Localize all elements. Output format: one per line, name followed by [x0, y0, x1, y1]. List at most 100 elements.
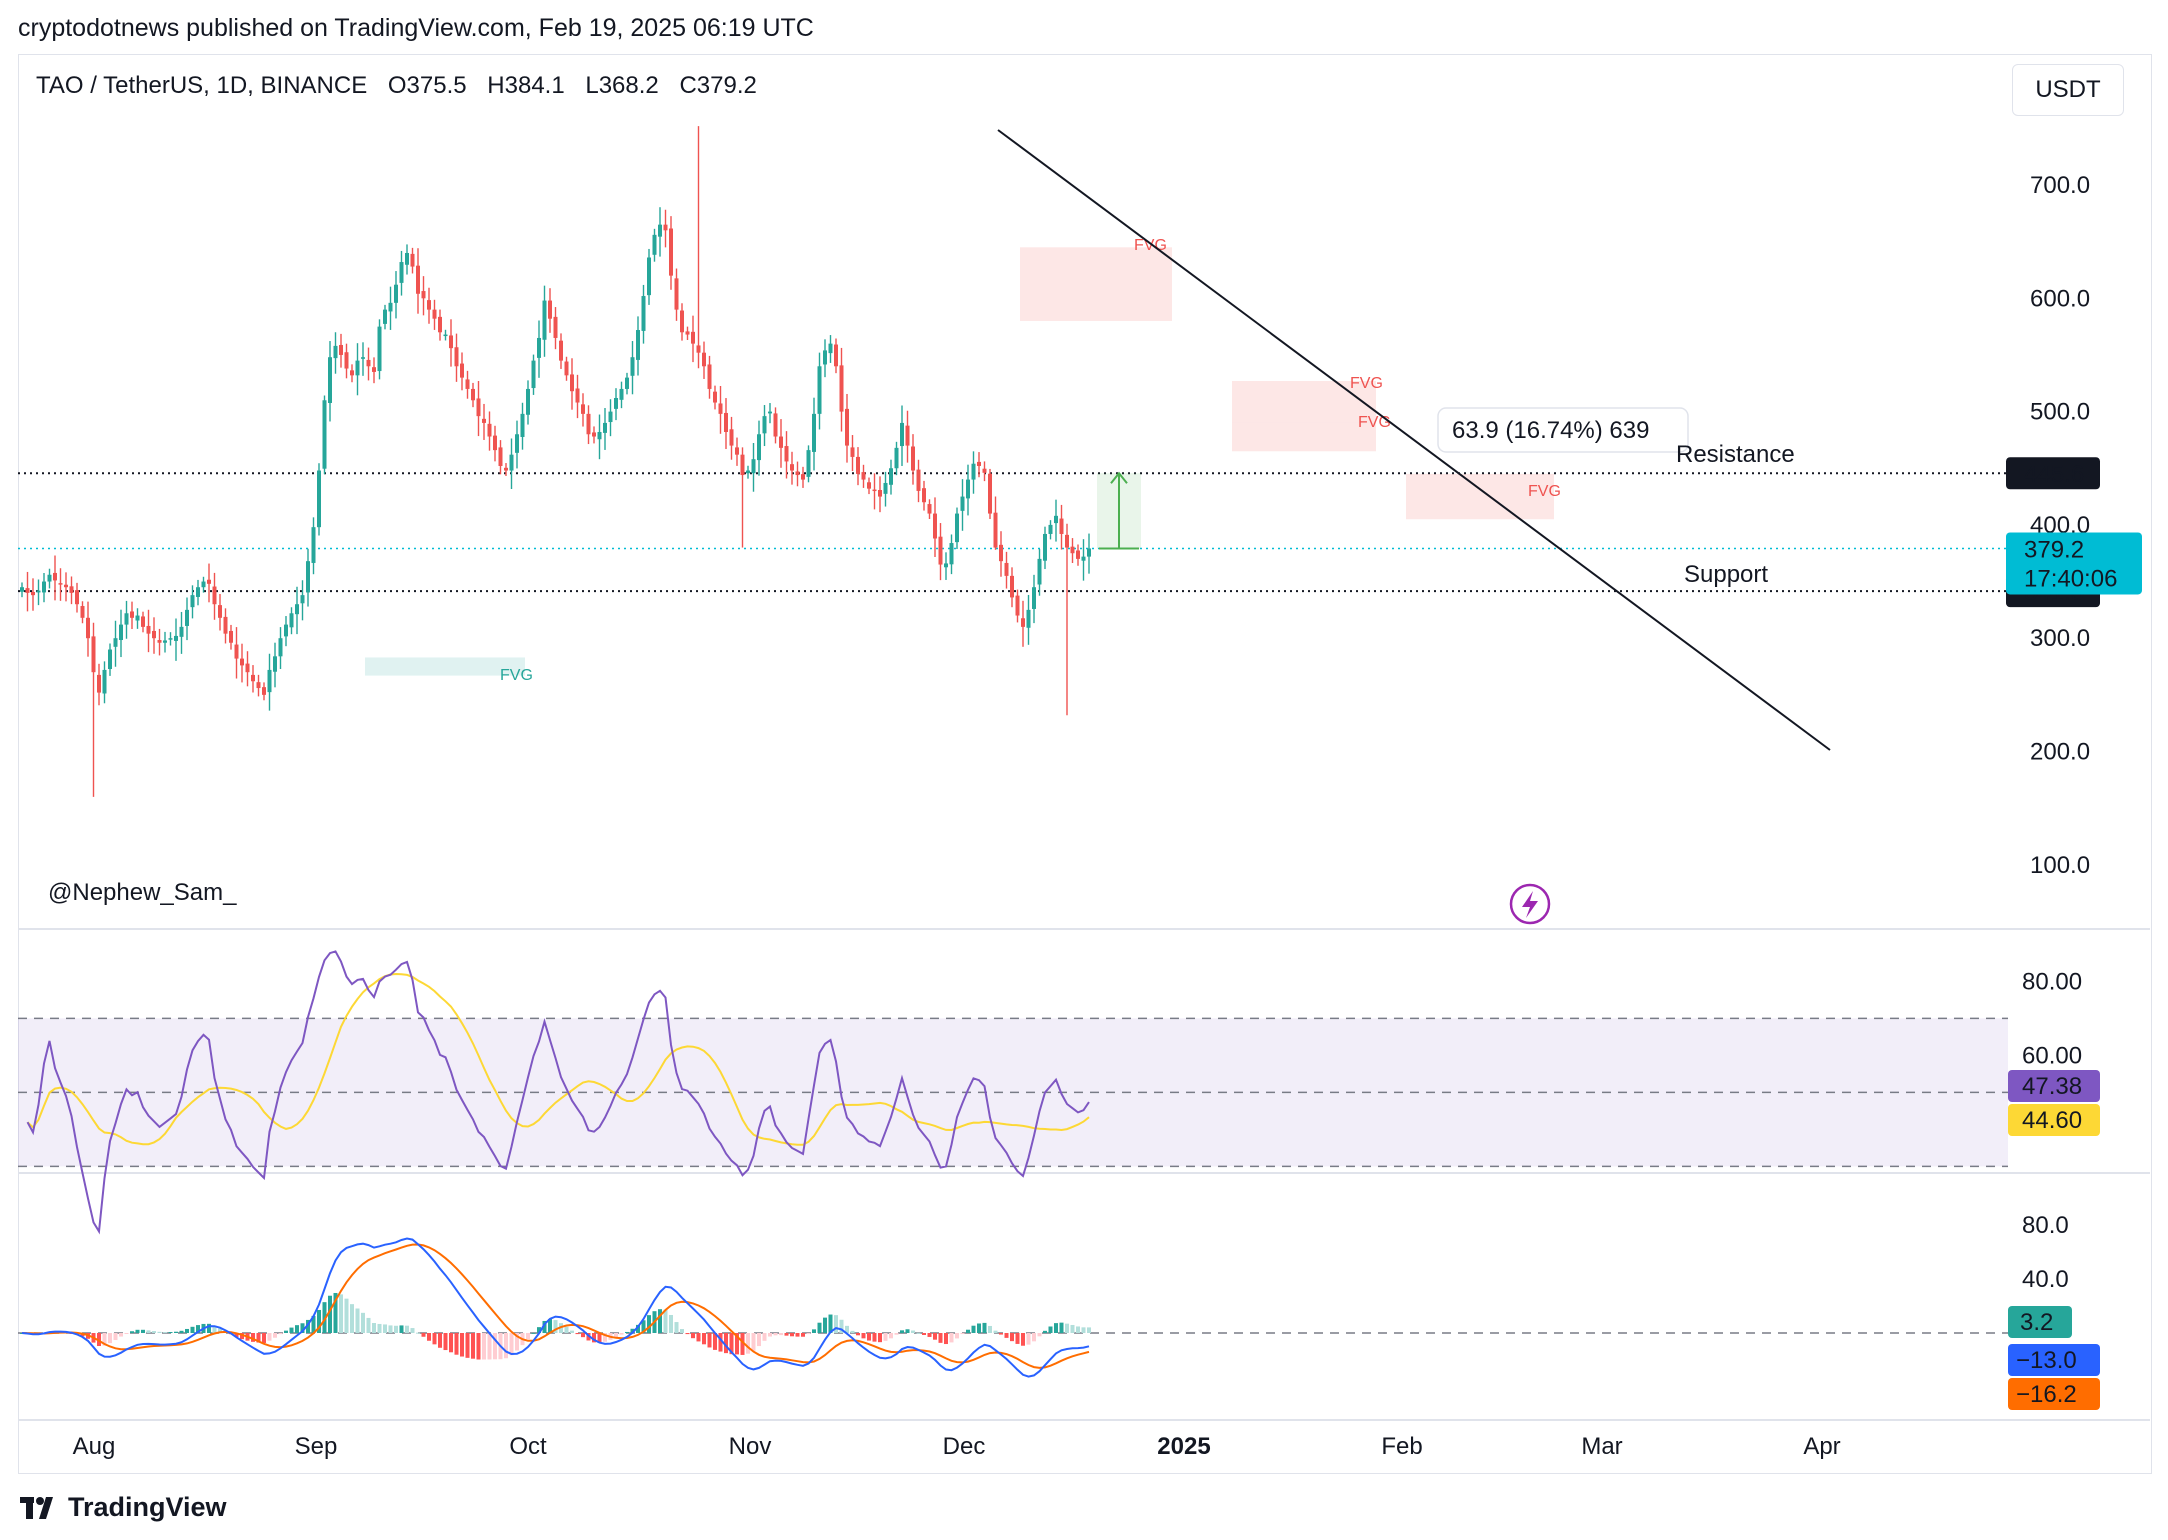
candle-body [471, 388, 475, 401]
macd-histogram-bar [124, 1333, 129, 1334]
macd-histogram-bar [1037, 1333, 1042, 1337]
macd-histogram-bar [416, 1332, 420, 1334]
macd-histogram-bar [295, 1325, 299, 1333]
candle-body [399, 262, 404, 283]
macd-histogram-bar [570, 1330, 574, 1333]
macd-histogram-bar [1076, 1326, 1080, 1333]
macd-histogram-bar [339, 1294, 343, 1333]
flash-icon-bolt [1522, 891, 1538, 918]
candle-body [933, 513, 937, 539]
macd-pane[interactable]: 80.0 40.0 3.2 −13.0 −16.2 [18, 1212, 2100, 1410]
rsi-ma-value-tag [2008, 1104, 2100, 1136]
candle-body [894, 447, 899, 469]
candle-body [240, 658, 244, 666]
macd-histogram-bar [465, 1333, 470, 1358]
candle-body [218, 605, 222, 618]
candle-body [20, 587, 24, 592]
macd-histogram-bar [366, 1317, 371, 1333]
candle-body [614, 398, 618, 409]
symbol-name[interactable]: TAO / TetherUS, 1D, BINANCE [36, 72, 368, 99]
rsi-pane[interactable]: 80.00 60.00 47.38 44.60 [18, 950, 2100, 1235]
candle-body [1065, 534, 1069, 548]
candle-body [575, 388, 580, 403]
candle-body [515, 434, 519, 453]
macd-histogram-bar [361, 1312, 365, 1333]
candle-body [1037, 558, 1042, 585]
resistance-price-tag-text: 445.6 [2024, 461, 2084, 488]
macd-histogram-bar [927, 1333, 932, 1337]
macd-histogram-bar [174, 1331, 178, 1333]
macd-histogram-bar [256, 1333, 261, 1343]
macd-histogram-bar [1021, 1333, 1025, 1346]
macd-histogram-bar [372, 1323, 376, 1333]
price-pane[interactable]: 700.0600.0500.0400.0300.0200.0100.0FVGFV… [18, 126, 2142, 925]
candle-body [647, 257, 651, 296]
candle-body [410, 253, 415, 267]
candle-body [427, 300, 431, 310]
macd-histogram-bar [581, 1333, 585, 1338]
candle-body [652, 234, 657, 255]
candle-body [867, 482, 871, 489]
macd-histogram-bar [669, 1314, 673, 1333]
candle-body [289, 613, 294, 628]
candle-body [322, 400, 327, 469]
macd-histogram-bar [828, 1314, 833, 1333]
macd-histogram-bar [905, 1329, 910, 1333]
time-axis[interactable]: Aug Sep Oct Nov Dec 2025 Feb Mar Apr [73, 1433, 1841, 1460]
macd-histogram-bar [355, 1308, 360, 1333]
candle-body [1026, 609, 1031, 628]
fvg-label: FVG [500, 667, 533, 684]
candle-body [845, 408, 849, 446]
tradingview-logo[interactable]: TradingView [20, 1492, 227, 1523]
macd-histogram-bar [812, 1329, 816, 1333]
macd-histogram-bar [768, 1333, 772, 1337]
macd-histogram-bar [795, 1333, 800, 1337]
macd-histogram-bar [663, 1309, 668, 1333]
candle-body [306, 561, 310, 593]
candle-body [504, 467, 508, 471]
ohlc-close: C379.2 [679, 72, 757, 99]
macd-histogram-bar [152, 1331, 156, 1333]
candle-body [372, 367, 376, 372]
candle-body [317, 470, 321, 528]
macd-histogram-bar [740, 1333, 745, 1355]
candle-body [64, 584, 68, 588]
macd-histogram-bar [185, 1328, 189, 1333]
macd-histogram-bar [971, 1325, 976, 1333]
macd-histogram-bar [564, 1326, 569, 1333]
candle-body [339, 344, 343, 355]
time-tick-label: Aug [73, 1433, 116, 1460]
macd-histogram-bar [850, 1330, 855, 1333]
rsi-ma-line [26, 972, 1090, 1146]
candle-body [872, 489, 877, 492]
macd-histogram-bar [454, 1333, 459, 1355]
candle-body [102, 669, 107, 694]
chart-frame[interactable] [18, 54, 2152, 1474]
macd-histogram-bar [350, 1304, 354, 1333]
candle-body [487, 423, 492, 437]
currency-selector[interactable]: USDT [2012, 64, 2124, 116]
macd-histogram-bar [1004, 1333, 1009, 1338]
macd-histogram-bar [267, 1333, 272, 1341]
macd-histogram-bar [784, 1333, 789, 1336]
fvg-zone [1406, 473, 1554, 520]
candle-body [960, 496, 965, 511]
candle-body [581, 404, 585, 414]
macd-histogram-bar [311, 1315, 316, 1333]
publisher-line: cryptodotnews published on TradingView.c… [18, 14, 814, 42]
candle-body [36, 590, 41, 593]
macd-histogram-bar [916, 1332, 921, 1334]
candle-body [762, 416, 767, 434]
candle-body [740, 454, 745, 476]
candle-body [999, 544, 1003, 562]
macd-histogram-bar [405, 1325, 409, 1333]
macd-histogram-bar [1048, 1326, 1053, 1333]
rsi-tick-label: 60.00 [2022, 1042, 2082, 1069]
candle-body [460, 363, 464, 378]
macd-histogram-bar [977, 1323, 981, 1333]
candle-body [493, 435, 497, 451]
candle-body [966, 479, 970, 499]
candle-body [1081, 556, 1086, 561]
macd-histogram-bar [933, 1333, 937, 1340]
